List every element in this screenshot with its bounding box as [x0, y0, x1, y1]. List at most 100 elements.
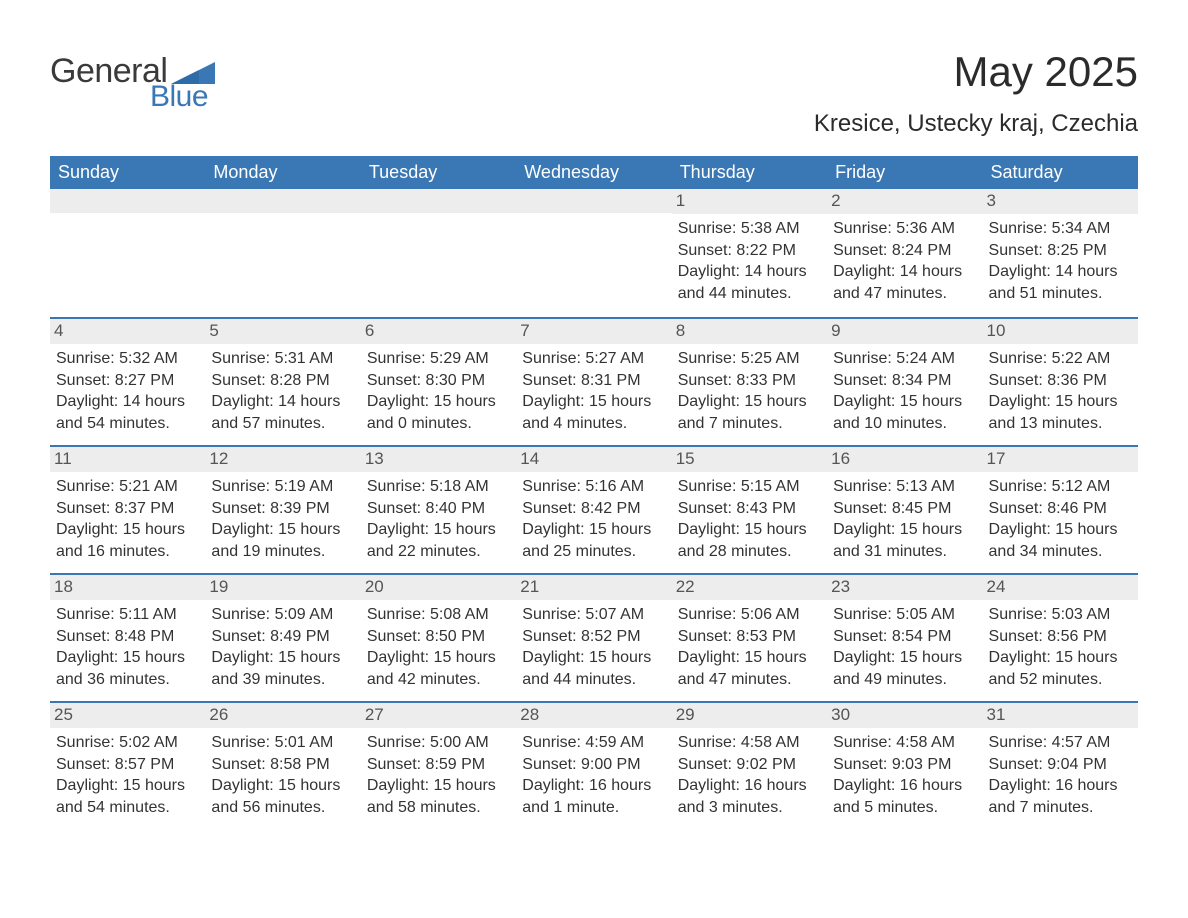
- daylight-text-line1: Daylight: 15 hours: [367, 647, 510, 669]
- daylight-text-line1: Daylight: 15 hours: [211, 775, 354, 797]
- day-number: 10: [983, 319, 1138, 344]
- day-cell: 2Sunrise: 5:36 AMSunset: 8:24 PMDaylight…: [827, 189, 982, 317]
- day-cell: 11Sunrise: 5:21 AMSunset: 8:37 PMDayligh…: [50, 447, 205, 573]
- dow-header-tuesday: Tuesday: [361, 156, 516, 189]
- day-number: [361, 189, 516, 213]
- daylight-text-line1: Daylight: 16 hours: [833, 775, 976, 797]
- sunrise-text: Sunrise: 5:03 AM: [989, 604, 1132, 626]
- day-cell: 23Sunrise: 5:05 AMSunset: 8:54 PMDayligh…: [827, 575, 982, 701]
- day-cell: 22Sunrise: 5:06 AMSunset: 8:53 PMDayligh…: [672, 575, 827, 701]
- sunset-text: Sunset: 8:28 PM: [211, 370, 354, 392]
- sunrise-text: Sunrise: 4:58 AM: [833, 732, 976, 754]
- daylight-text-line2: and 36 minutes.: [56, 669, 199, 691]
- day-cell: 17Sunrise: 5:12 AMSunset: 8:46 PMDayligh…: [983, 447, 1138, 573]
- day-number: [205, 189, 360, 213]
- daylight-text-line1: Daylight: 15 hours: [522, 647, 665, 669]
- day-number: 24: [983, 575, 1138, 600]
- daylight-text-line2: and 54 minutes.: [56, 413, 199, 435]
- day-cell: 29Sunrise: 4:58 AMSunset: 9:02 PMDayligh…: [672, 703, 827, 829]
- day-number: 28: [516, 703, 671, 728]
- sunrise-text: Sunrise: 5:00 AM: [367, 732, 510, 754]
- day-number: 11: [50, 447, 205, 472]
- sunrise-text: Sunrise: 5:12 AM: [989, 476, 1132, 498]
- daylight-text-line2: and 39 minutes.: [211, 669, 354, 691]
- dow-header-sunday: Sunday: [50, 156, 205, 189]
- sunset-text: Sunset: 8:56 PM: [989, 626, 1132, 648]
- daylight-text-line2: and 56 minutes.: [211, 797, 354, 819]
- daylight-text-line1: Daylight: 14 hours: [678, 261, 821, 283]
- daylight-text-line2: and 0 minutes.: [367, 413, 510, 435]
- daylight-text-line1: Daylight: 15 hours: [211, 647, 354, 669]
- daylight-text-line2: and 7 minutes.: [989, 797, 1132, 819]
- day-number: 13: [361, 447, 516, 472]
- sunset-text: Sunset: 8:33 PM: [678, 370, 821, 392]
- sunrise-text: Sunrise: 5:06 AM: [678, 604, 821, 626]
- daylight-text-line1: Daylight: 15 hours: [989, 519, 1132, 541]
- day-number: [516, 189, 671, 213]
- day-cell: 1Sunrise: 5:38 AMSunset: 8:22 PMDaylight…: [672, 189, 827, 317]
- sunrise-text: Sunrise: 5:36 AM: [833, 218, 976, 240]
- sunset-text: Sunset: 8:49 PM: [211, 626, 354, 648]
- sunrise-text: Sunrise: 5:22 AM: [989, 348, 1132, 370]
- sunrise-text: Sunrise: 5:15 AM: [678, 476, 821, 498]
- sunset-text: Sunset: 9:03 PM: [833, 754, 976, 776]
- daylight-text-line2: and 52 minutes.: [989, 669, 1132, 691]
- sunrise-text: Sunrise: 5:29 AM: [367, 348, 510, 370]
- day-cell: 3Sunrise: 5:34 AMSunset: 8:25 PMDaylight…: [983, 189, 1138, 317]
- sunset-text: Sunset: 8:42 PM: [522, 498, 665, 520]
- day-cell: 13Sunrise: 5:18 AMSunset: 8:40 PMDayligh…: [361, 447, 516, 573]
- day-number: 19: [205, 575, 360, 600]
- daylight-text-line2: and 19 minutes.: [211, 541, 354, 563]
- day-number: 27: [361, 703, 516, 728]
- day-cell: 15Sunrise: 5:15 AMSunset: 8:43 PMDayligh…: [672, 447, 827, 573]
- daylight-text-line2: and 5 minutes.: [833, 797, 976, 819]
- daylight-text-line2: and 47 minutes.: [833, 283, 976, 305]
- dow-header-wednesday: Wednesday: [516, 156, 671, 189]
- day-number: 26: [205, 703, 360, 728]
- day-cell: 21Sunrise: 5:07 AMSunset: 8:52 PMDayligh…: [516, 575, 671, 701]
- daylight-text-line1: Daylight: 15 hours: [56, 647, 199, 669]
- day-number: 18: [50, 575, 205, 600]
- daylight-text-line2: and 4 minutes.: [522, 413, 665, 435]
- daylight-text-line2: and 28 minutes.: [678, 541, 821, 563]
- sunset-text: Sunset: 8:54 PM: [833, 626, 976, 648]
- sunrise-text: Sunrise: 5:34 AM: [989, 218, 1132, 240]
- day-cell: 5Sunrise: 5:31 AMSunset: 8:28 PMDaylight…: [205, 319, 360, 445]
- sunset-text: Sunset: 8:34 PM: [833, 370, 976, 392]
- daylight-text-line2: and 47 minutes.: [678, 669, 821, 691]
- daylight-text-line2: and 31 minutes.: [833, 541, 976, 563]
- daylight-text-line1: Daylight: 15 hours: [367, 775, 510, 797]
- daylight-text-line1: Daylight: 14 hours: [56, 391, 199, 413]
- daylight-text-line2: and 1 minute.: [522, 797, 665, 819]
- day-number: 30: [827, 703, 982, 728]
- sunset-text: Sunset: 8:37 PM: [56, 498, 199, 520]
- day-of-week-header-row: SundayMondayTuesdayWednesdayThursdayFrid…: [50, 156, 1138, 189]
- sunrise-text: Sunrise: 5:19 AM: [211, 476, 354, 498]
- day-number: 15: [672, 447, 827, 472]
- sunrise-text: Sunrise: 5:02 AM: [56, 732, 199, 754]
- weeks-container: 1Sunrise: 5:38 AMSunset: 8:22 PMDaylight…: [50, 189, 1138, 829]
- day-number: 1: [672, 189, 827, 214]
- dow-header-monday: Monday: [205, 156, 360, 189]
- day-cell: 19Sunrise: 5:09 AMSunset: 8:49 PMDayligh…: [205, 575, 360, 701]
- sunrise-text: Sunrise: 5:18 AM: [367, 476, 510, 498]
- day-cell: 18Sunrise: 5:11 AMSunset: 8:48 PMDayligh…: [50, 575, 205, 701]
- daylight-text-line1: Daylight: 15 hours: [211, 519, 354, 541]
- sunrise-text: Sunrise: 5:11 AM: [56, 604, 199, 626]
- brand-logo: General Blue: [50, 48, 215, 112]
- daylight-text-line2: and 25 minutes.: [522, 541, 665, 563]
- daylight-text-line1: Daylight: 16 hours: [989, 775, 1132, 797]
- sunrise-text: Sunrise: 5:01 AM: [211, 732, 354, 754]
- day-cell: 25Sunrise: 5:02 AMSunset: 8:57 PMDayligh…: [50, 703, 205, 829]
- daylight-text-line2: and 44 minutes.: [678, 283, 821, 305]
- day-number: 17: [983, 447, 1138, 472]
- day-cell: 9Sunrise: 5:24 AMSunset: 8:34 PMDaylight…: [827, 319, 982, 445]
- day-number: 4: [50, 319, 205, 344]
- daylight-text-line1: Daylight: 15 hours: [56, 775, 199, 797]
- day-cell: 8Sunrise: 5:25 AMSunset: 8:33 PMDaylight…: [672, 319, 827, 445]
- day-cell: 31Sunrise: 4:57 AMSunset: 9:04 PMDayligh…: [983, 703, 1138, 829]
- day-number: 2: [827, 189, 982, 214]
- sunrise-text: Sunrise: 4:58 AM: [678, 732, 821, 754]
- day-cell: [50, 189, 205, 317]
- day-cell: 6Sunrise: 5:29 AMSunset: 8:30 PMDaylight…: [361, 319, 516, 445]
